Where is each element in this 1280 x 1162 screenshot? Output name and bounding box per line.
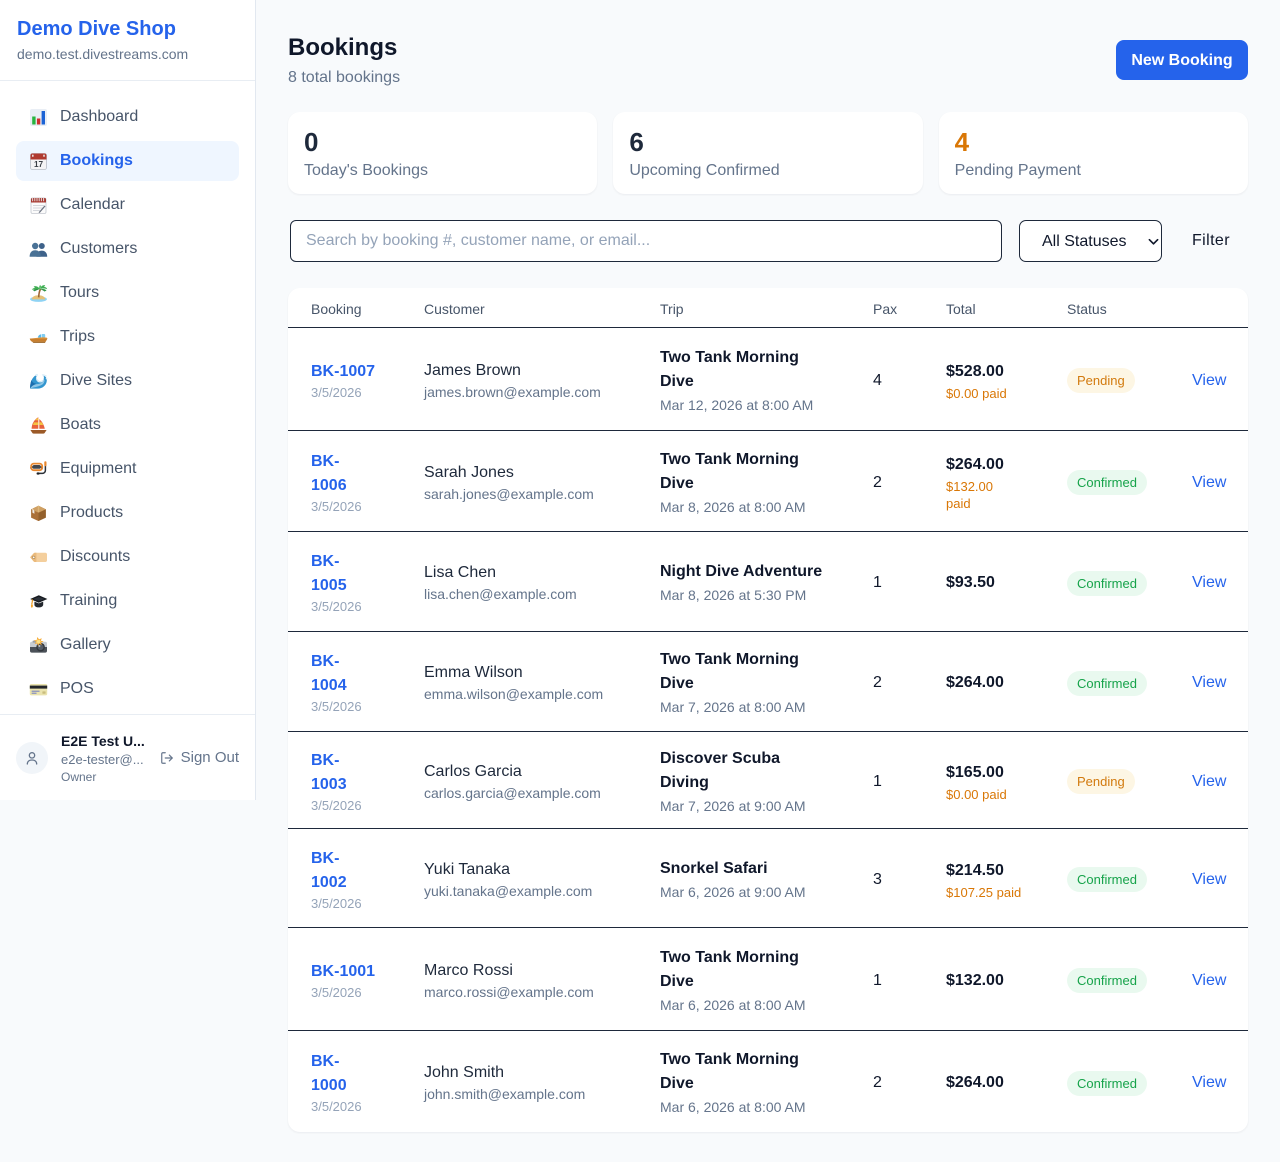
- svg-text:17: 17: [34, 160, 44, 169]
